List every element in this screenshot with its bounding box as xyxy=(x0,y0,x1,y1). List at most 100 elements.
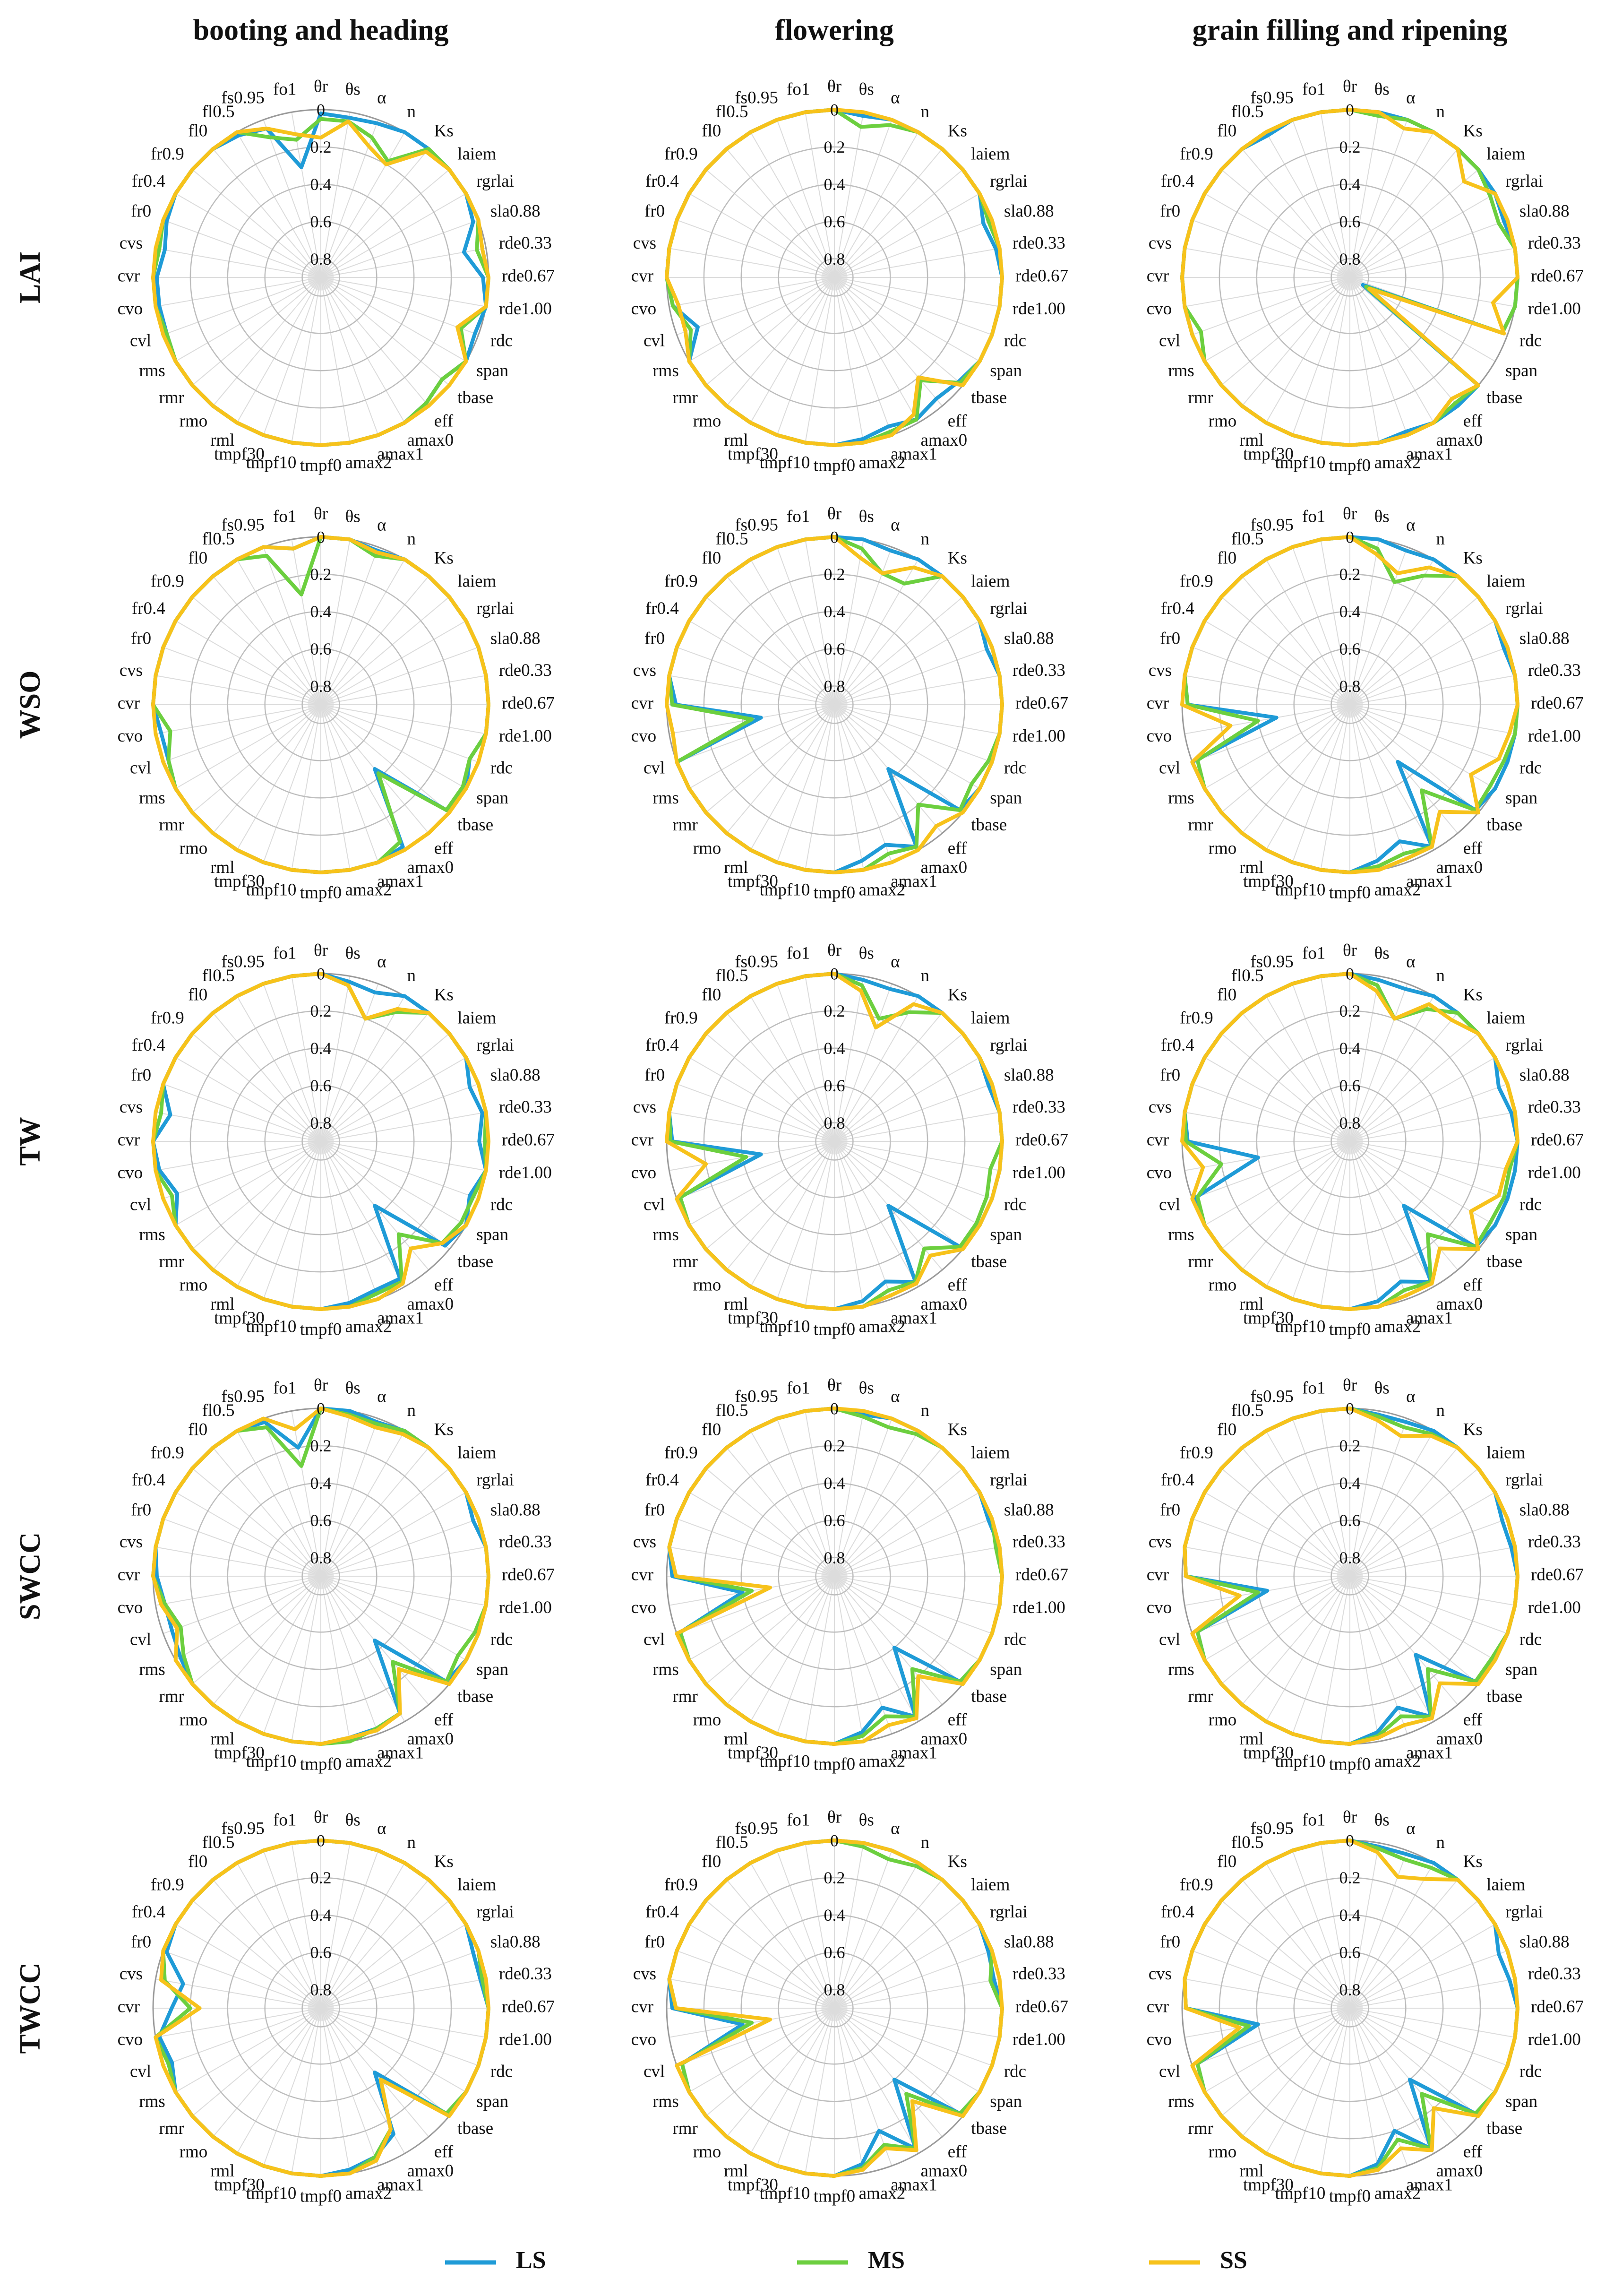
category-label: rml xyxy=(724,858,748,877)
grid-ring xyxy=(1330,1557,1369,1596)
category-label: amax1 xyxy=(377,444,424,464)
column-title: grain filling and ripening xyxy=(1193,14,1508,46)
category-label: tmpf30 xyxy=(1243,1308,1294,1328)
r-tick-label: 0.2 xyxy=(824,1436,845,1455)
spoke xyxy=(726,1576,835,1705)
r-tick-label: 0.6 xyxy=(1339,1943,1361,1962)
category-label: rms xyxy=(139,788,165,808)
grid-ring xyxy=(227,611,415,799)
spoke xyxy=(236,1576,321,1722)
spoke xyxy=(1192,704,1350,763)
spoke xyxy=(163,1141,321,1200)
category-label: fr0.4 xyxy=(132,1470,165,1490)
category-label: rde0.33 xyxy=(1013,1964,1065,1984)
spoke xyxy=(834,1576,992,1634)
series-line xyxy=(665,972,1004,1311)
spoke xyxy=(1349,120,1408,278)
category-label: θr xyxy=(1343,77,1357,96)
category-label: cvl xyxy=(1159,1630,1180,1649)
spoke xyxy=(776,120,835,278)
category-label: sla0.88 xyxy=(1004,1500,1054,1519)
category-label: tmpf0 xyxy=(300,1754,342,1774)
category-label: fs0.95 xyxy=(1250,1819,1293,1839)
spoke xyxy=(834,1576,980,1661)
category-label: rms xyxy=(652,1225,679,1244)
category-label: eff xyxy=(948,2142,967,2162)
spoke xyxy=(291,1411,321,1577)
category-label: amax1 xyxy=(377,1743,424,1762)
category-label: tmpf30 xyxy=(728,2175,778,2194)
spoke xyxy=(750,1141,835,1287)
category-label: rde0.33 xyxy=(499,661,552,680)
legend-label: LS xyxy=(516,2247,546,2274)
category-label: laiem xyxy=(971,572,1010,591)
category-label: cvo xyxy=(1147,726,1172,746)
category-label: laiem xyxy=(457,145,496,164)
spoke xyxy=(213,576,321,705)
grid-ring xyxy=(815,258,854,297)
spoke xyxy=(213,1141,321,1270)
category-label: rde1.00 xyxy=(499,2030,552,2049)
spoke xyxy=(320,1141,351,1307)
category-label: fo1 xyxy=(273,1379,296,1398)
spoke xyxy=(236,132,321,278)
row-label: WSO xyxy=(14,671,46,739)
category-label: fo1 xyxy=(787,944,810,963)
spoke xyxy=(320,675,486,705)
spoke xyxy=(1242,1141,1350,1270)
category-label: tbase xyxy=(971,388,1007,407)
spoke xyxy=(320,547,379,705)
r-tick-label: 0.6 xyxy=(1339,1511,1361,1530)
category-label: θr xyxy=(827,1807,841,1827)
category-label: amax1 xyxy=(1406,2175,1453,2194)
category-label: rml xyxy=(724,1729,748,1749)
category-label: laiem xyxy=(1486,1009,1525,1028)
spoke xyxy=(677,219,835,278)
category-label: cvr xyxy=(118,266,140,285)
spoke xyxy=(726,277,835,406)
spoke xyxy=(155,1141,321,1171)
category-label: rms xyxy=(1168,361,1194,380)
category-label: cvo xyxy=(118,299,143,319)
spoke xyxy=(1192,647,1350,705)
category-label: θr xyxy=(827,504,841,523)
category-label: tmpf10 xyxy=(1275,2184,1325,2203)
spoke xyxy=(834,1418,893,1577)
category-label: fs0.95 xyxy=(221,952,264,972)
category-label: n xyxy=(921,1833,930,1852)
category-label: rml xyxy=(1239,858,1263,877)
grid-ring xyxy=(264,1085,378,1198)
category-label: rde0.33 xyxy=(1013,1532,1065,1552)
r-tick-label: 0.6 xyxy=(310,1076,332,1095)
category-label: cvs xyxy=(120,1097,143,1117)
category-label: rmr xyxy=(1188,815,1213,835)
category-label: α xyxy=(891,952,900,972)
category-label: θs xyxy=(859,80,874,99)
spoke xyxy=(1349,1033,1479,1142)
spoke xyxy=(1320,1411,1350,1577)
spoke xyxy=(320,1576,351,1742)
spoke xyxy=(1242,148,1350,278)
series-line xyxy=(665,108,1004,447)
spoke xyxy=(834,1518,992,1577)
spoke xyxy=(1349,1924,1495,2009)
category-label: rmo xyxy=(180,1276,208,1295)
category-label: rgrlai xyxy=(990,172,1027,191)
grid-ring xyxy=(1256,1047,1444,1235)
category-label: θr xyxy=(1343,1375,1357,1395)
category-label: rde1.00 xyxy=(1528,299,1581,319)
category-label: rms xyxy=(139,1225,165,1244)
spoke xyxy=(263,1418,321,1577)
category-label: span xyxy=(476,788,508,808)
spoke xyxy=(834,704,963,813)
category-label: rde1.00 xyxy=(1013,2030,1065,2049)
category-label: tbase xyxy=(457,815,493,835)
category-label: θs xyxy=(1374,1811,1390,1830)
category-label: fl0.5 xyxy=(716,1401,748,1420)
spoke xyxy=(263,2008,321,2166)
r-tick-label: 0.2 xyxy=(310,1868,332,1887)
category-label: fo1 xyxy=(273,944,296,963)
category-label: θr xyxy=(827,77,841,96)
category-label: amax0 xyxy=(1436,2161,1483,2181)
